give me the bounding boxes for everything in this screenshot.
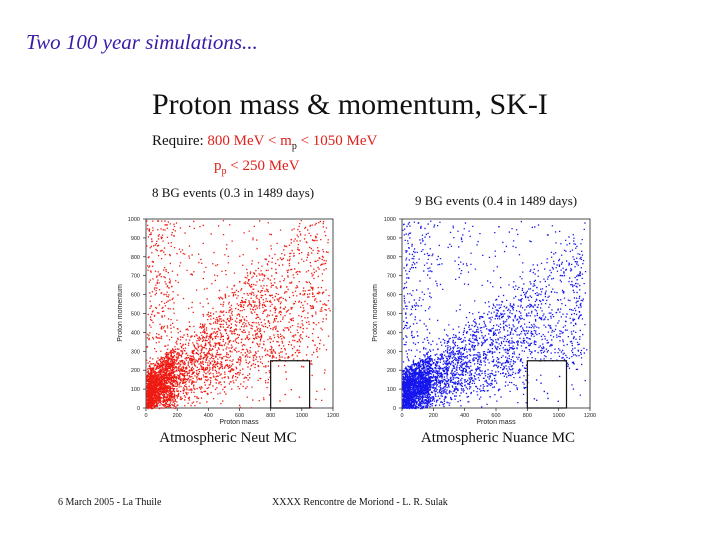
nuance-x-tick-label: 800 bbox=[523, 413, 532, 419]
nuance-y-tick-label: 200 bbox=[387, 368, 396, 374]
nuance-y-tick-label: 800 bbox=[387, 255, 396, 261]
nuance-signal-box bbox=[526, 360, 568, 409]
nuance-y-tick-label: 1000 bbox=[384, 217, 396, 223]
neut-y-tick-label: 400 bbox=[131, 330, 140, 336]
neut-y-tick-label: 0 bbox=[137, 406, 140, 412]
neut-y-tick-label: 300 bbox=[131, 349, 140, 355]
neut-y-tick-label: 200 bbox=[131, 368, 140, 374]
neut-x-tick-label: 400 bbox=[204, 413, 213, 419]
nuance-scatter-points bbox=[402, 220, 588, 410]
neut-y-tick-label: 800 bbox=[131, 255, 140, 261]
nuance-points bbox=[402, 220, 588, 410]
neut-points bbox=[146, 220, 331, 410]
nuance-y-tick-label: 900 bbox=[387, 236, 396, 242]
nuance-x-tick-label: 0 bbox=[400, 413, 403, 419]
requirement-line-mass: Require: 800 MeV < mp < 1050 MeV bbox=[152, 133, 377, 152]
nuance-x-tick-label: 200 bbox=[429, 413, 438, 419]
neut-x-label: Proton mass bbox=[219, 419, 259, 426]
nuance-x-tick-label: 1200 bbox=[584, 413, 596, 419]
neut-x-tick-label: 800 bbox=[266, 413, 275, 419]
figure-title: Proton mass & momentum, SK-I bbox=[152, 88, 548, 121]
footer-conference: XXXX Rencontre de Moriond - L. R. Sulak bbox=[272, 497, 448, 508]
momentum-cut-symbol: p bbox=[214, 158, 222, 174]
nuance-x-label: Proton mass bbox=[476, 419, 516, 426]
neut-x-tick-label: 1000 bbox=[296, 413, 308, 419]
neut-x-tick-label: 600 bbox=[235, 413, 244, 419]
nuance-y-tick-label: 600 bbox=[387, 293, 396, 299]
neut-x-tick-label: 200 bbox=[173, 413, 182, 419]
neut-y-tick-label: 700 bbox=[131, 274, 140, 280]
nuance-y-tick-label: 500 bbox=[387, 312, 396, 318]
nuance-y-tick-label: 400 bbox=[387, 330, 396, 336]
nuance-y-label: Proton momentum bbox=[372, 284, 379, 342]
nuance-y-tick-label: 300 bbox=[387, 349, 396, 355]
neut-y-tick-label: 900 bbox=[131, 236, 140, 242]
mass-cut-upper: < 1050 MeV bbox=[300, 133, 378, 149]
nuance-x-tick-label: 600 bbox=[491, 413, 500, 419]
nuance-plot-title: Atmospheric Nuance MC bbox=[421, 430, 575, 446]
neut-y-tick-label: 1000 bbox=[128, 217, 140, 223]
momentum-cut-subscript: p bbox=[221, 166, 227, 177]
momentum-cut: < 250 MeV bbox=[230, 158, 300, 174]
neut-x-tick-label: 0 bbox=[144, 413, 147, 419]
neut-y-tick-label: 100 bbox=[131, 387, 140, 393]
neut-y-label: Proton momentum bbox=[117, 284, 124, 342]
mass-cut-lower: 800 MeV < m bbox=[207, 133, 292, 149]
nuance-axes: 0 200 400 600 800 1000 1200 0 100 200 300 400 500 600… bbox=[384, 217, 596, 419]
requirement-line-momentum: pp < 250 MeV bbox=[214, 158, 300, 177]
neut-plot-title: Atmospheric Neut MC bbox=[159, 430, 296, 446]
mass-cut-subscript: p bbox=[291, 141, 297, 152]
nuance-annotation: 9 BG events (0.4 in 1489 days) bbox=[415, 193, 578, 208]
nuance-y-tick-label: 100 bbox=[387, 387, 396, 393]
neut-axes: 0 200 400 600 800 1000 1200 0 100 200 300 400 500 600… bbox=[128, 217, 339, 419]
slide-title: Two 100 year simulations... bbox=[26, 30, 258, 54]
nuance-x-tick-label: 1000 bbox=[553, 413, 565, 419]
requirement-prefix: Require: bbox=[152, 133, 204, 149]
neut-scatter-points bbox=[146, 220, 331, 410]
nuance-y-tick-label: 0 bbox=[393, 406, 396, 412]
neut-x-tick-label: 1200 bbox=[327, 413, 339, 419]
neut-y-tick-label: 500 bbox=[131, 312, 140, 318]
footer-date: 6 March 2005 - La Thuile bbox=[58, 497, 162, 508]
neut-y-tick-label: 600 bbox=[131, 293, 140, 299]
neut-annotation: 8 BG events (0.3 in 1489 days) bbox=[152, 185, 315, 200]
neut-signal-box bbox=[270, 360, 311, 409]
nuance-y-tick-label: 700 bbox=[387, 274, 396, 280]
nuance-x-tick-label: 400 bbox=[460, 413, 469, 419]
